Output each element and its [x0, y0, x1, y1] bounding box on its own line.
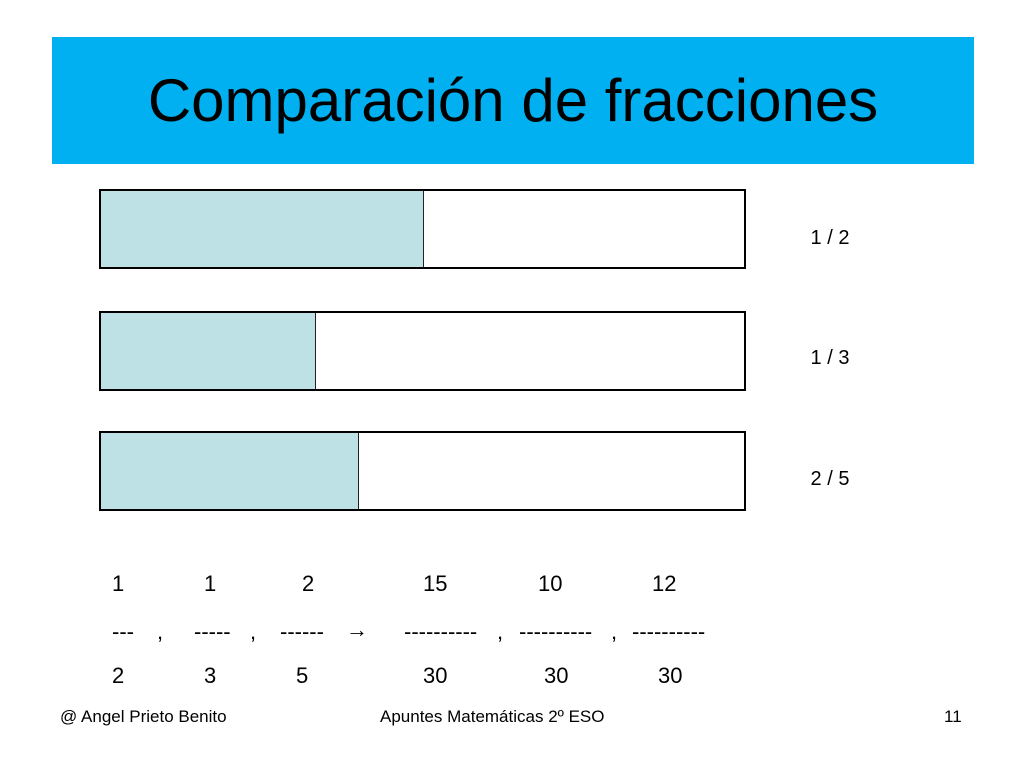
fraction-bar-fill: [101, 433, 360, 509]
footer-page-number: 11: [944, 707, 962, 726]
denominator: 3: [204, 663, 217, 688]
denominator: 30: [423, 663, 448, 688]
footer-course: Apuntes Matemáticas 2º ESO: [380, 707, 605, 726]
denominator: 2: [112, 663, 125, 688]
fraction-line: ---: [112, 619, 134, 644]
denominator: 30: [658, 663, 683, 688]
separator-comma: ,: [250, 619, 257, 644]
fraction-line: ----------: [519, 619, 593, 644]
separator-comma: ,: [157, 619, 164, 644]
numerator: 1: [112, 571, 125, 596]
fraction-label-third: 1 / 3: [810, 347, 850, 369]
fraction-bar-third: [99, 311, 746, 391]
fraction-line: ------: [280, 619, 324, 644]
fraction-bar-fill: [101, 313, 317, 389]
separator-comma: ,: [611, 619, 618, 644]
fraction-label-two-fifths: 2 / 5: [810, 468, 850, 490]
fraction-bar-half: [99, 189, 746, 269]
slide-title: Comparación de fracciones: [147, 67, 879, 134]
fraction-line: -----: [194, 619, 231, 644]
numerator: 1: [204, 571, 217, 596]
numerator: 10: [538, 571, 563, 596]
denominator: 5: [296, 663, 309, 688]
numerator: 15: [423, 571, 448, 596]
fraction-bar-two-fifths: [99, 431, 746, 511]
footer-author: @ Angel Prieto Benito: [60, 707, 227, 726]
fraction-bar-fill: [101, 191, 424, 267]
right-arrow-icon: →: [346, 617, 368, 642]
denominator: 30: [544, 663, 569, 688]
fraction-label-half: 1 / 2: [810, 227, 850, 249]
separator-comma: ,: [497, 619, 504, 644]
title-banner: Comparación de fracciones: [52, 37, 974, 164]
numerator: 12: [652, 571, 677, 596]
fraction-line: ----------: [404, 619, 478, 644]
fraction-line: ----------: [632, 619, 706, 644]
numerator: 2: [302, 571, 315, 596]
